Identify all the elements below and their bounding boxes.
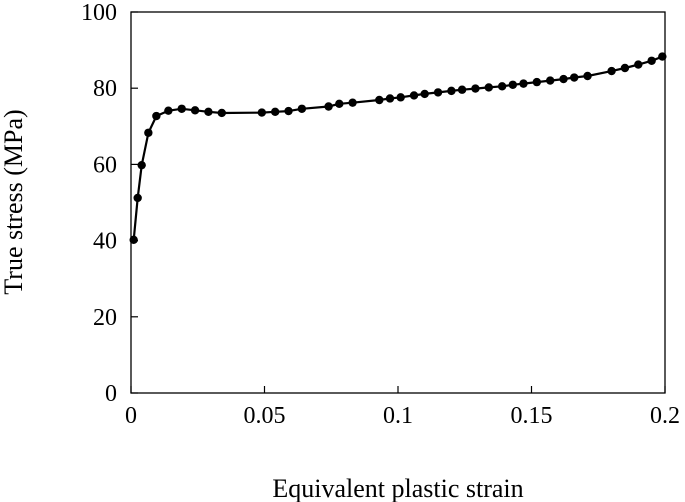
- data-point: [570, 73, 579, 82]
- data-point: [335, 99, 344, 109]
- data-point: [634, 60, 643, 69]
- data-point: [270, 107, 280, 117]
- x-tick-label: 0.05: [244, 403, 286, 429]
- data-point: [129, 235, 138, 245]
- data-point: [420, 89, 429, 99]
- x-tick-label: 0: [125, 403, 137, 429]
- x-tick-label: 0.1: [383, 403, 413, 429]
- data-point: [217, 108, 226, 118]
- data-point: [137, 160, 146, 170]
- y-tick-label: 60: [93, 152, 117, 178]
- data-point: [190, 106, 200, 115]
- data-point: [385, 94, 395, 103]
- data-point: [177, 104, 186, 113]
- data-point: [583, 71, 592, 81]
- y-tick-label: 40: [93, 229, 117, 255]
- data-point: [152, 111, 161, 121]
- data-point: [658, 52, 667, 61]
- y-tick-label: 0: [105, 381, 117, 407]
- data-point: [396, 93, 405, 102]
- data-point: [284, 106, 293, 116]
- data-point: [447, 86, 456, 96]
- data-point: [647, 56, 656, 65]
- data-point: [559, 74, 568, 84]
- data-point: [433, 88, 443, 97]
- data-point: [324, 102, 333, 111]
- x-tick-label: 0.15: [511, 403, 553, 429]
- data-point: [297, 104, 307, 113]
- data-point: [545, 76, 555, 85]
- plot-area: [129, 11, 667, 394]
- data-point: [532, 77, 542, 87]
- data-point: [348, 98, 357, 107]
- plot-frame: [130, 11, 666, 394]
- x-tick-label: 0.2: [650, 403, 680, 429]
- data-point: [471, 84, 480, 93]
- y-tick-label: 100: [81, 0, 117, 26]
- data-point: [620, 63, 630, 73]
- y-axis: 0 20 40 60 80 100: [81, 0, 138, 407]
- x-axis-title: Equivalent plastic strain: [272, 474, 523, 502]
- data-point: [409, 91, 419, 100]
- data-point: [508, 80, 518, 89]
- data-point: [164, 106, 173, 115]
- y-axis-title: True stress (MPa): [0, 109, 28, 294]
- data-point: [497, 82, 507, 91]
- data-point: [607, 66, 616, 76]
- y-tick-label: 20: [93, 305, 117, 331]
- data-point: [375, 95, 384, 105]
- x-axis: 0 0.05 0.1 0.15 0.2: [125, 386, 680, 429]
- series-line: [132, 55, 663, 240]
- data-point: [144, 128, 153, 137]
- data-point: [257, 108, 267, 117]
- data-point: [519, 79, 528, 88]
- data-point: [484, 83, 493, 92]
- y-tick-label: 80: [93, 76, 117, 102]
- data-point: [133, 193, 142, 203]
- data-point: [457, 85, 467, 94]
- data-point: [204, 107, 213, 117]
